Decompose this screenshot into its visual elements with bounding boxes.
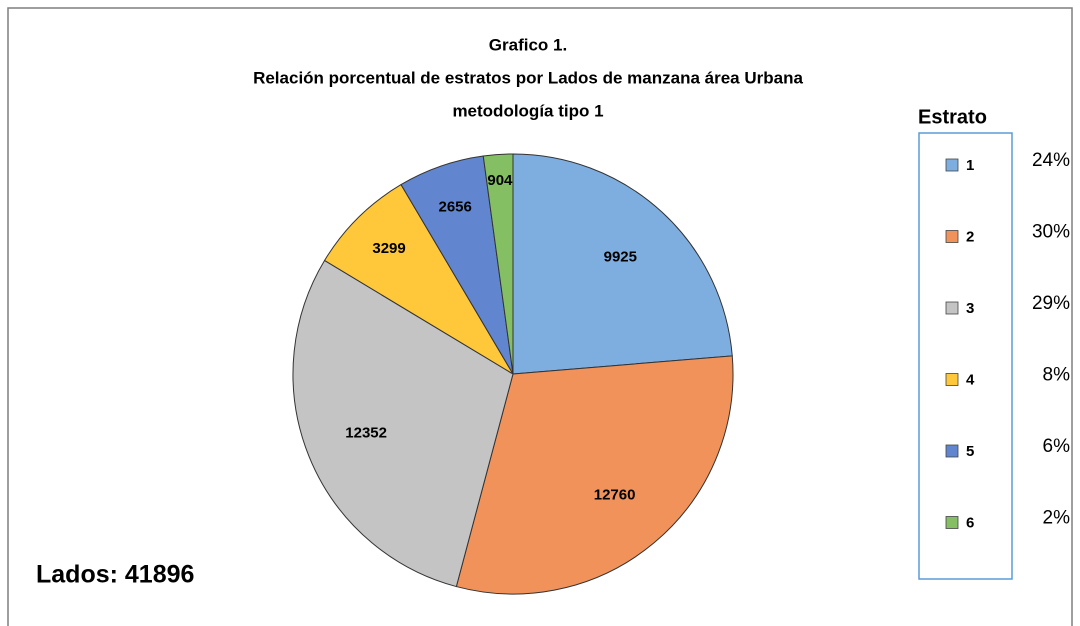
legend-percent: 24% <box>1032 150 1070 171</box>
legend-percent: 6% <box>1043 436 1071 457</box>
frame <box>7 7 1073 626</box>
legend-label: 3 <box>966 300 974 317</box>
annotation: Lados: 41896 <box>36 561 194 589</box>
pie-slice <box>512 153 733 375</box>
legend-swatch <box>945 444 959 458</box>
legend-percent: 2% <box>1043 508 1071 529</box>
data-label: 9925 <box>604 248 637 265</box>
legend-label: 4 <box>966 371 975 388</box>
pie-slice <box>323 183 514 375</box>
data-label: 12760 <box>594 486 636 503</box>
pie-slice <box>455 355 734 595</box>
legend-swatch <box>945 158 959 172</box>
legend-percent: 29% <box>1032 293 1070 314</box>
legend-swatch <box>945 230 959 243</box>
legend-label: 5 <box>966 443 974 460</box>
legend-percent: 8% <box>1043 365 1071 386</box>
chart-title: Relación porcentual de estratos por Lado… <box>253 68 803 87</box>
data-label: 12352 <box>345 424 387 441</box>
pie-slice <box>482 153 514 375</box>
legend-label: 6 <box>966 514 974 531</box>
chart-title: metodología tipo 1 <box>452 101 603 120</box>
legend-swatch <box>945 373 959 386</box>
legend-swatch <box>945 516 959 529</box>
data-label: 2656 <box>438 199 471 216</box>
legend-box <box>918 132 1013 580</box>
data-label: 904 <box>487 172 513 189</box>
legend-percent: 30% <box>1032 222 1070 243</box>
pie-slice <box>292 259 514 588</box>
legend-label: 1 <box>966 157 974 174</box>
legend-swatch <box>945 301 959 315</box>
chart-title: Grafico 1. <box>489 35 567 54</box>
legend-title: Estrato <box>918 106 987 128</box>
data-label: 3299 <box>372 240 405 257</box>
legend-label: 2 <box>966 228 974 245</box>
